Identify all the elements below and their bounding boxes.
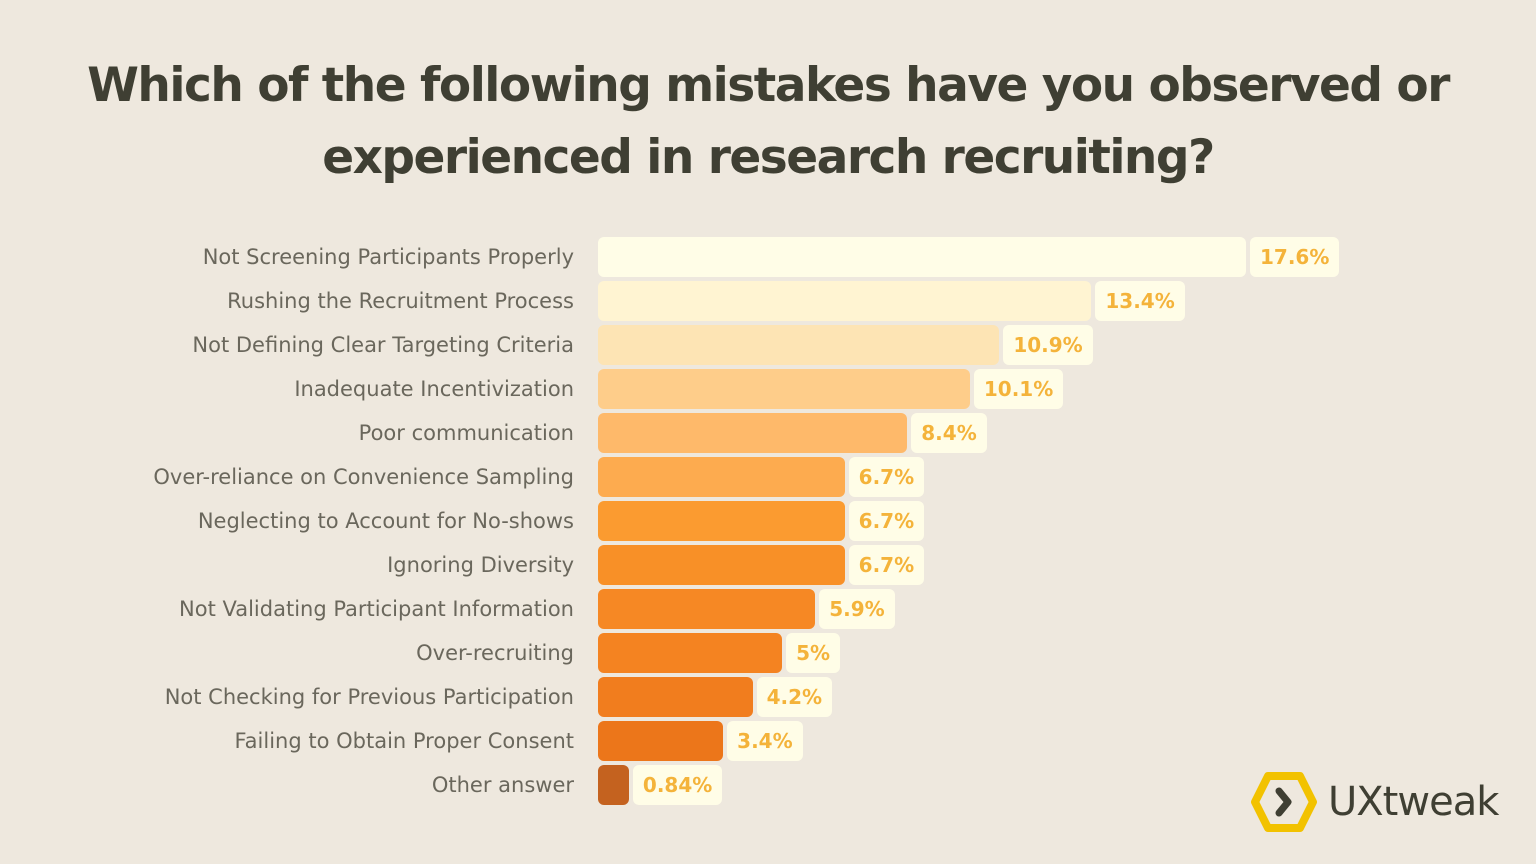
category-label: Neglecting to Account for No-shows [197,509,574,533]
data-label: 0.84% [632,765,723,805]
category-label: Failing to Obtain Proper Consent [234,729,574,753]
data-label: 17.6% [1250,237,1340,277]
bar [598,237,1246,277]
category-label: Rushing the Recruitment Process [227,289,574,313]
bar [598,413,908,453]
data-label: 13.4% [1095,281,1185,321]
category-label: Other answer [431,773,574,797]
data-label: 4.2% [756,677,833,717]
data-label: 6.7% [848,457,925,497]
bar [598,325,1000,365]
hexagon-chevron-icon [1251,772,1317,832]
category-label: Over-recruiting [416,641,574,665]
data-label: 10.9% [1003,325,1093,365]
category-label: Not Validating Participant Information [179,597,574,621]
category-label: Over-reliance on Convenience Sampling [153,465,574,489]
category-label: Not Defining Clear Targeting Criteria [192,333,574,357]
bar [598,501,845,541]
bar [598,369,970,409]
uxtweak-logo: UXtweak [1250,771,1499,833]
category-label: Not Screening Participants Properly [202,245,574,269]
category-label: Inadequate Incentivization [294,377,574,401]
category-label: Ignoring Diversity [387,553,574,577]
bar [598,281,1092,321]
data-label: 6.7% [848,501,925,541]
bar [598,721,724,761]
data-label: 3.4% [727,721,803,761]
category-label: Not Checking for Previous Participation [164,685,574,709]
category-label: Poor communication [358,421,574,445]
chart-title: Which of the following mistakes have you… [87,58,1450,185]
bar [598,765,629,805]
data-label: 10.1% [973,369,1064,409]
bar [598,677,753,717]
data-label: 8.4% [911,413,987,453]
logo-text: UXtweak [1328,779,1499,825]
bar [598,545,845,585]
data-label: 5.9% [819,589,895,629]
bar [598,457,845,497]
data-label: 5% [786,633,841,673]
bar [598,589,816,629]
data-label: 6.7% [848,545,925,585]
bar [598,633,783,673]
